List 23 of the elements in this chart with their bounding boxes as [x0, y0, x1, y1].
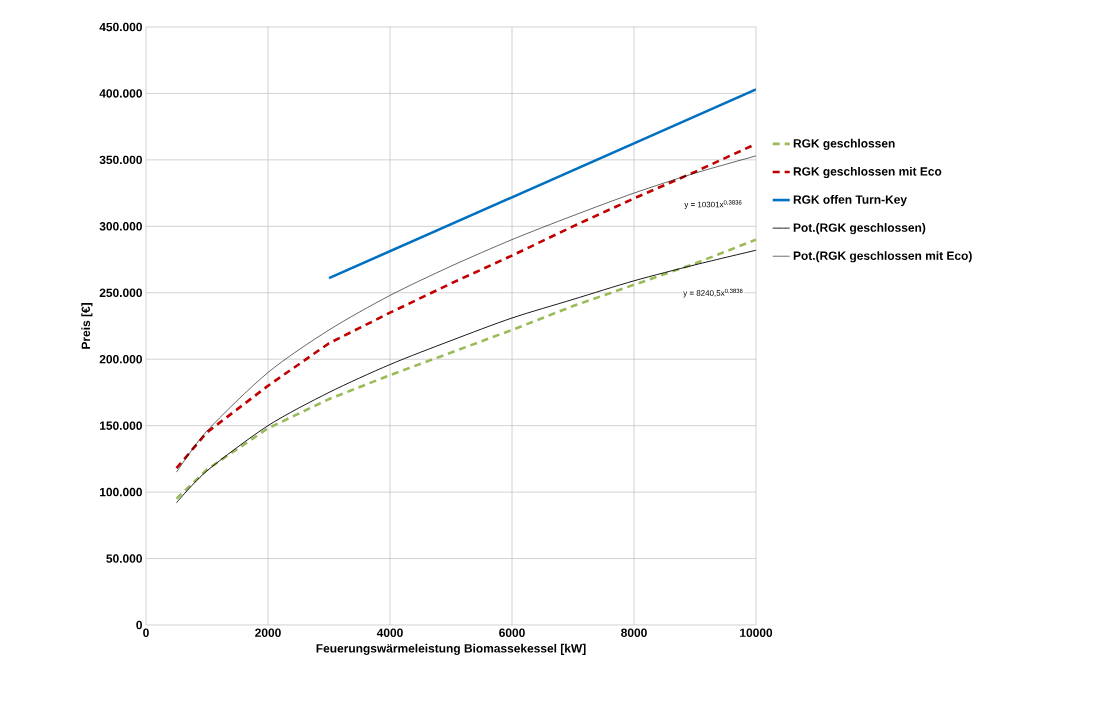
y-tick-label: 250.000	[99, 288, 142, 297]
y-tick-label: 50.000	[106, 554, 142, 563]
y-tick-label: 450.000	[99, 22, 142, 32]
y-tick-label: 200.000	[99, 354, 142, 364]
x-tick-label: 2000	[255, 628, 281, 637]
y-tick-label: 400.000	[99, 89, 142, 98]
x-tick-label: 10000	[740, 628, 773, 637]
y-tick-label: 150.000	[100, 421, 142, 430]
legend-label: RGK geschlossen	[793, 138, 895, 150]
legend-label: RGK offen Turn-Key	[793, 194, 907, 207]
y-tick-label: 100.000	[100, 487, 142, 497]
x-tick-label: 8000	[621, 628, 647, 637]
y-tick-label: 0	[136, 620, 142, 630]
legend-label: Pot.(RGK geschlossen mit Eco)	[793, 251, 972, 263]
y-axis-title: Preis [€]	[81, 303, 93, 349]
x-axis-title: Feuerungswärmeleistung Biomassekessel [kW]	[316, 643, 586, 655]
legend-label: RGK geschlossen mit Eco	[793, 166, 942, 179]
legend-label: Pot.(RGK geschlossen)	[793, 223, 926, 235]
x-tick-label: 0	[143, 628, 149, 637]
y-tick-label: 350.000	[99, 155, 142, 165]
x-tick-label: 4000	[376, 628, 403, 637]
x-tick-label: 6000	[499, 628, 525, 637]
y-tick-label: 300.000	[99, 222, 142, 231]
